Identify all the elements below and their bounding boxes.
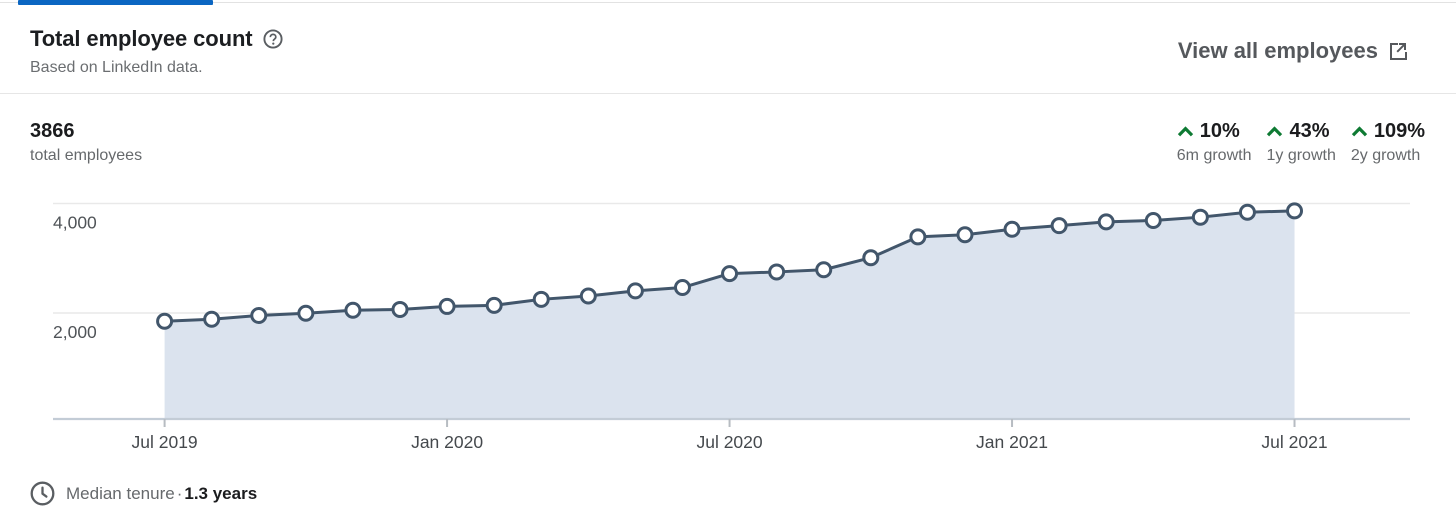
chart-point[interactable] xyxy=(156,312,174,330)
active-tab-indicator xyxy=(18,0,213,5)
growth-2y-value: 109% xyxy=(1373,120,1425,142)
total-employees-value: 3866 xyxy=(30,120,75,142)
page-title: Total employee count xyxy=(30,26,253,51)
header-divider xyxy=(0,93,1456,94)
median-tenure-value: 1.3 years xyxy=(184,483,258,503)
chart-point[interactable] xyxy=(956,226,974,244)
chart-point[interactable] xyxy=(250,306,268,324)
growth-1y: 43% 1y growth xyxy=(1266,120,1335,167)
x-axis-label: Jul 2019 xyxy=(132,432,198,452)
median-tenure-label: Median tenure xyxy=(66,483,175,503)
view-all-employees-link[interactable]: View all employees xyxy=(1178,38,1408,64)
chart-point[interactable] xyxy=(1191,208,1209,226)
chart-point[interactable] xyxy=(1286,202,1304,220)
chart-point[interactable] xyxy=(579,287,597,305)
growth-6m-value: 10% xyxy=(1199,120,1240,142)
chart-point[interactable] xyxy=(909,228,927,246)
chart-point[interactable] xyxy=(815,261,833,279)
chart-point[interactable] xyxy=(438,297,456,315)
total-employees-stat: 3866 total employees xyxy=(30,120,142,167)
total-employees-label: total employees xyxy=(30,147,143,164)
chart-point[interactable] xyxy=(768,263,786,281)
x-axis-label: Jan 2021 xyxy=(976,432,1048,452)
employee-count-chart[interactable]: 2,000 4,000 Jul 2019 Jan 2020 Jul 2020 Jan 20… xyxy=(0,184,1456,460)
view-all-label: View all employees xyxy=(1177,38,1378,63)
chevron-up-icon xyxy=(1351,126,1367,137)
clock-icon xyxy=(30,481,55,506)
help-icon[interactable] xyxy=(262,29,283,49)
chart-point[interactable] xyxy=(1238,203,1256,221)
chart-point[interactable] xyxy=(721,265,739,283)
chart-point[interactable] xyxy=(1050,217,1068,235)
x-axis-label: Jul 2020 xyxy=(696,432,762,452)
x-axis-label: Jan 2020 xyxy=(411,432,483,452)
growth-1y-label: 1y growth xyxy=(1266,147,1336,164)
external-link-icon xyxy=(1390,43,1407,60)
chart-point[interactable] xyxy=(344,301,362,319)
chart-point[interactable] xyxy=(391,300,409,318)
chart-point[interactable] xyxy=(1097,213,1115,231)
chart-point[interactable] xyxy=(297,304,315,322)
header: Total employee count Based on LinkedIn d… xyxy=(30,26,283,77)
chart-point[interactable] xyxy=(485,296,503,314)
growth-6m: 10% 6m growth xyxy=(1177,120,1252,167)
median-tenure: Median tenure · 1.3 years xyxy=(30,481,257,506)
chevron-up-icon xyxy=(1177,126,1193,137)
growth-2y-label: 2y growth xyxy=(1350,147,1421,164)
area-fill xyxy=(164,210,1295,419)
growth-6m-label: 6m growth xyxy=(1176,147,1252,164)
median-tenure-text: Median tenure · 1.3 years xyxy=(66,484,257,504)
chart-point[interactable] xyxy=(1003,220,1021,238)
y-axis-label: 2,000 xyxy=(53,322,97,342)
growth-2y: 109% 2y growth xyxy=(1351,120,1425,167)
chart-point[interactable] xyxy=(626,282,644,300)
chart-point[interactable] xyxy=(1144,211,1162,229)
top-divider xyxy=(0,2,1456,3)
y-axis-label: 4,000 xyxy=(53,213,97,233)
growth-stats: 10% 6m growth 43% 1y growth 109% 2y grow… xyxy=(1177,120,1425,167)
growth-1y-value: 43% xyxy=(1289,120,1330,142)
chart-point[interactable] xyxy=(673,279,691,297)
x-axis-label: Jul 2021 xyxy=(1261,432,1327,452)
subtitle: Based on LinkedIn data. xyxy=(30,59,203,76)
chevron-up-icon xyxy=(1267,126,1283,137)
chart-point[interactable] xyxy=(862,249,880,267)
separator: · xyxy=(176,483,183,503)
chart-point[interactable] xyxy=(532,290,550,308)
chart-point[interactable] xyxy=(203,310,221,328)
